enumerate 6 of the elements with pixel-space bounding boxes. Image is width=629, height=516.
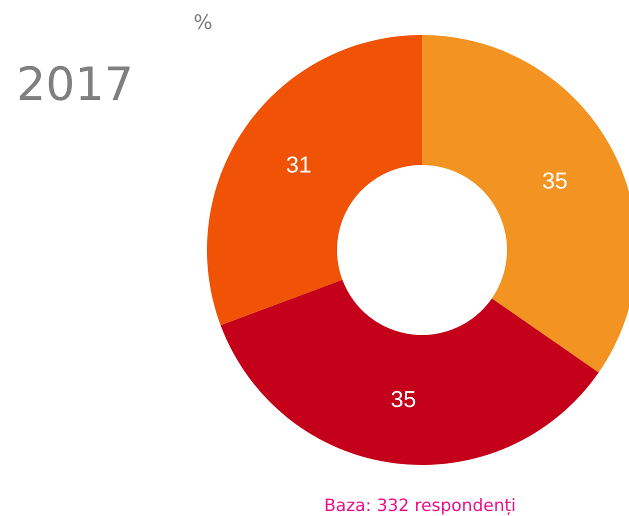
data-label: 35 — [542, 168, 568, 194]
text: 2017 — [16, 57, 134, 111]
data-label: 35 — [390, 386, 416, 412]
text: Baza: 332 respondenți — [324, 496, 516, 516]
chart-subtitle: % — [193, 10, 213, 34]
data-label: 31 — [286, 152, 312, 178]
